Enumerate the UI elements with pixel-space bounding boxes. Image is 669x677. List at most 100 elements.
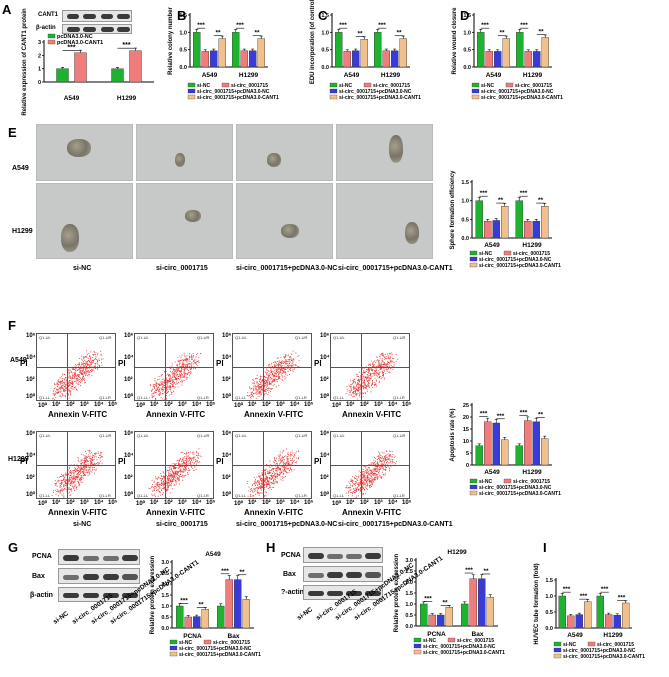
y-tick-label: 1.0 [405, 602, 413, 608]
flow-y-tick: 10⁰ [222, 394, 232, 400]
flow-x-tick: 10⁴ [94, 500, 104, 506]
flow-x-label: Annexin V-FITC [48, 410, 108, 419]
e-col-si-nc: si-NC [73, 265, 92, 272]
bar [596, 595, 604, 629]
bar [622, 602, 630, 629]
flow-y-tick: 10⁰ [26, 394, 36, 400]
legend-swatch [413, 643, 422, 649]
bar [605, 614, 613, 629]
y-tick-label: 0.5 [405, 613, 413, 619]
y-tick-label: 0 [466, 463, 469, 469]
legend-swatch [471, 88, 480, 94]
f-col-si-circ: si-circ_0001715 [156, 521, 208, 528]
y-tick-label: 2.0 [405, 580, 413, 586]
sig-stars: ** [483, 568, 489, 575]
quadrant-label: Q1-LR [295, 493, 307, 498]
flow-x-tick: 10¹ [346, 500, 355, 506]
legend-label: si-circ_0001715 [513, 251, 550, 257]
bar [240, 50, 248, 68]
flow-x-tick: 10³ [178, 402, 187, 408]
e-col-si-circ: si-circ_0001715 [156, 265, 208, 272]
bar [428, 614, 436, 627]
bar [494, 51, 502, 68]
sig-stars: *** [378, 22, 386, 29]
y-tick-label: 0.0 [405, 624, 413, 630]
legend-label: si-circ_0001715+pcDNA3.0-CANT1 [423, 650, 505, 656]
flow-x-tick: 10¹ [150, 402, 159, 408]
legend-swatch [187, 88, 196, 94]
legend-swatch [469, 256, 478, 262]
micrograph-h1299-si-circ-nc [236, 183, 333, 259]
sig-stars: *** [520, 409, 528, 416]
blot-label-beta-actin: β-actin [36, 25, 56, 31]
legend-swatch [469, 478, 478, 484]
flow-x-tick: 10⁵ [304, 402, 314, 408]
bar [524, 420, 532, 466]
legend-swatch [47, 39, 56, 45]
legend-swatch [329, 94, 338, 100]
bar [501, 439, 509, 466]
bar [524, 220, 532, 239]
bar [232, 32, 240, 68]
panel-label-d: D [460, 8, 470, 23]
sig-stars: *** [580, 593, 588, 600]
sig-stars: ** [538, 197, 544, 204]
legend-label: pcDNA3.0-NC [57, 34, 93, 40]
bar [374, 32, 382, 68]
sig-stars: ** [357, 30, 363, 37]
h-blot-actin [303, 585, 383, 600]
flow-x-tick: 10⁵ [206, 500, 216, 506]
bar [558, 595, 566, 629]
y-tick-label: 1.5 [405, 591, 413, 597]
bar [484, 220, 492, 239]
flow-y-tick: 10² [124, 475, 133, 481]
sig-stars: *** [236, 22, 244, 29]
bar [492, 220, 500, 239]
g-blot-pcna [58, 549, 140, 565]
flow-y-tick: 10² [222, 377, 231, 383]
bar [335, 32, 343, 68]
category-label: PCNA [427, 631, 446, 638]
flow-x-tick: 10² [262, 500, 271, 506]
y-tick-label: 2 [38, 53, 41, 59]
flow-x-label: Annexin V-FITC [342, 410, 402, 419]
flow-y-tick: 10⁴ [124, 355, 134, 361]
y-tick-label: 2.5 [405, 569, 413, 575]
quadrant-label: Q1-LR [295, 395, 307, 400]
flow-y-tick: 10⁴ [124, 453, 134, 459]
flow-x-tick: 10¹ [52, 402, 61, 408]
flow-plot: Q1-UL Q1-UR Q1-LL Q1-LR [36, 431, 116, 499]
flow-y-label: PI [118, 359, 126, 368]
flow-x-tick: 10³ [80, 402, 89, 408]
y-tick-label: 0.5 [161, 615, 169, 621]
bar [613, 615, 621, 629]
flow-y-tick: 10⁰ [26, 492, 36, 498]
y-tick-label: 0.5 [545, 610, 553, 616]
sig-stars: *** [122, 42, 130, 49]
flow-y-tick: 10² [26, 475, 35, 481]
category-label: H1299 [523, 72, 543, 79]
flow-plot: Q1-UL Q1-UR Q1-LL Q1-LR [134, 431, 214, 499]
legend-label: si-circ_0001715+pcDNA3.0-NC [179, 646, 252, 652]
bar [575, 614, 583, 629]
bar [515, 200, 523, 239]
quadrant-label: Q1-UR [295, 433, 308, 438]
flow-plot: Q1-UL Q1-UR Q1-LL Q1-LR [36, 333, 116, 401]
flow-y-tick: 10⁶ [320, 333, 330, 339]
flow-y-tick: 10² [320, 475, 329, 481]
quadrant-label: Q1-UR [197, 433, 210, 438]
sig-stars: ** [239, 569, 245, 576]
quadrant-label: Q1-LR [99, 493, 111, 498]
g-blot-actin [58, 587, 140, 602]
y-axis-label: Apoptosis rate (%) [450, 408, 456, 461]
y-axis-label: Relative protein expression [150, 555, 156, 634]
flow-x-tick: 10³ [80, 500, 89, 506]
flow-x-tick: 10¹ [150, 500, 159, 506]
legend-swatch [187, 82, 196, 88]
sig-stars: *** [180, 597, 188, 604]
bar [184, 616, 192, 629]
flow-y-tick: 10⁶ [26, 431, 36, 437]
flow-x-tick: 10⁰ [38, 403, 48, 409]
category-label: A549 [484, 242, 500, 249]
legend-swatch [469, 490, 478, 496]
